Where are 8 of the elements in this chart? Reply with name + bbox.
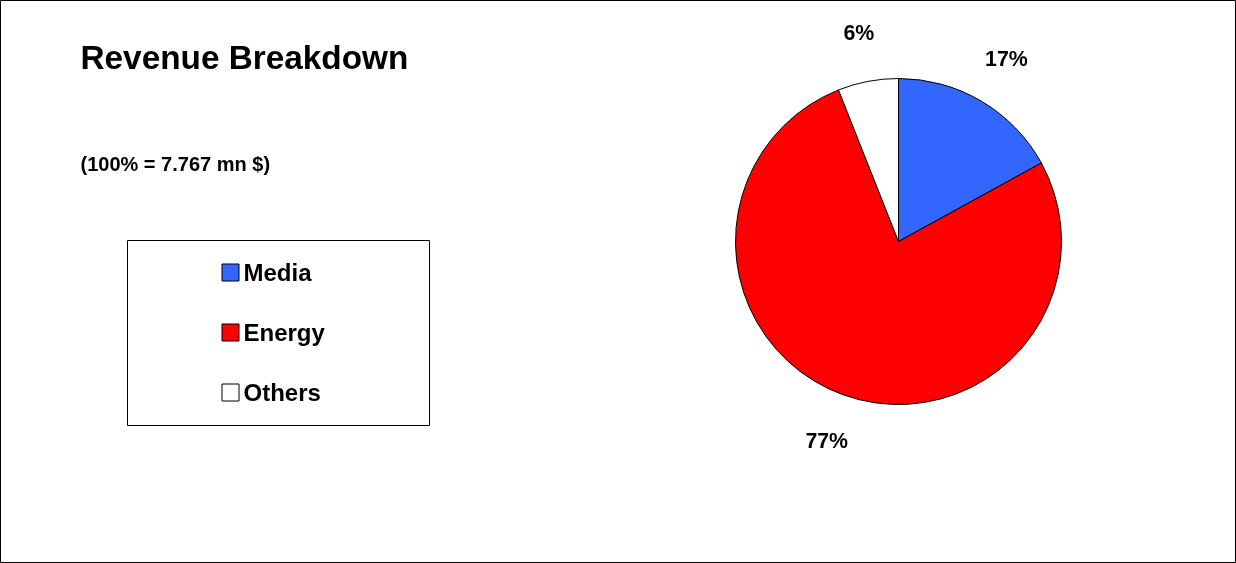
legend-label: Media <box>243 259 313 286</box>
text: (100% = 7.767 mn $) <box>80 152 271 175</box>
data-label: 6% <box>843 21 875 46</box>
data-label: 77% <box>805 428 849 453</box>
legend-label: Others <box>243 379 321 406</box>
data-label: 17% <box>985 47 1028 72</box>
chart-title: Revenue Breakdown <box>80 39 409 76</box>
legend-label: Energy <box>243 319 326 346</box>
